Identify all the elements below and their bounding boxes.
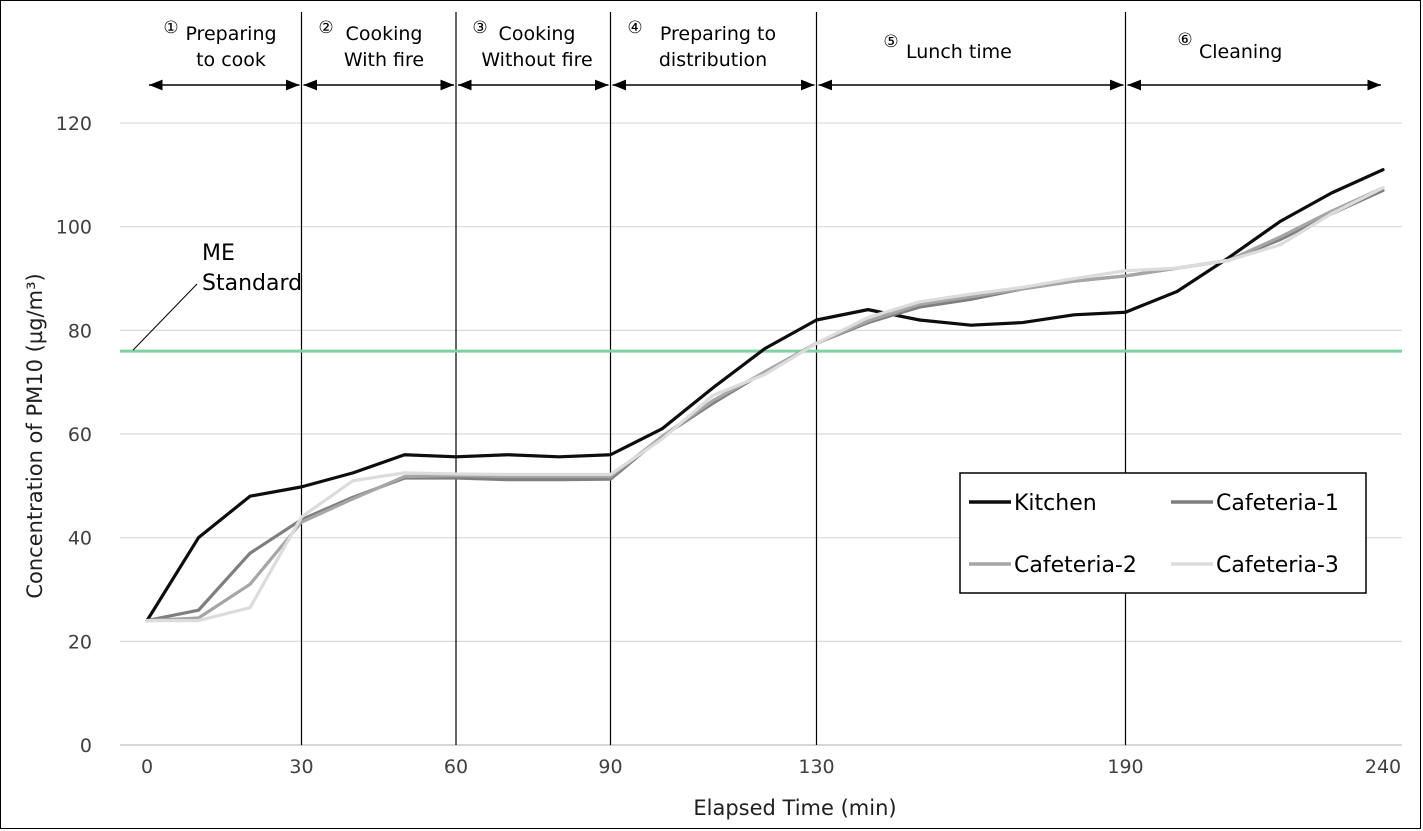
y-tick-label: 40: [68, 528, 92, 550]
phase-label-line2: distribution: [659, 49, 767, 71]
y-tick-label: 60: [68, 424, 92, 446]
phase-label-line1: Lunch time: [906, 41, 1012, 63]
data-series: [145, 168, 1385, 623]
legend-label: Cafeteria-3: [1216, 553, 1339, 578]
x-tick-label: 0: [141, 756, 153, 778]
legend: Kitchen Cafeteria-1 Cafeteria-2 Cafeteria-3: [959, 472, 1367, 594]
legend-box: [959, 472, 1367, 594]
y-tick-label: 100: [56, 217, 92, 239]
y-tick-label: 20: [68, 631, 92, 653]
phase-number: ⑤: [883, 32, 898, 52]
phase-label-line1: Cooking: [499, 23, 576, 45]
phase-label-line2: Without fire: [481, 49, 592, 71]
legend-label: Kitchen: [1014, 491, 1097, 516]
me-standard-leader-line: [132, 283, 198, 351]
y-tick-label: 0: [80, 735, 92, 757]
phase-label-line1: Cleaning: [1199, 41, 1282, 63]
phase-label-line2: With fire: [344, 49, 424, 71]
legend-label: Cafeteria-1: [1216, 491, 1339, 516]
legend-label: Cafeteria-2: [1014, 553, 1137, 578]
y-axis-title: Concentration of PM10 (µg/m³): [23, 273, 47, 598]
me-standard-label-line2: Standard: [202, 271, 302, 296]
phase-label-line1: Preparing: [185, 23, 276, 45]
series-line-kitchen: [145, 168, 1385, 623]
phase-number: ①: [163, 18, 178, 38]
phase-number: ⑥: [1177, 30, 1192, 50]
phase-label-line2: to cook: [196, 49, 266, 71]
y-tick-label: 80: [68, 320, 92, 342]
phase-number: ④: [627, 18, 642, 38]
phase-number: ③: [472, 18, 487, 38]
me-standard: ME Standard: [120, 241, 1402, 353]
phase-label-line1: Preparing to: [660, 23, 776, 45]
phase-annotations: ① Preparing to cook ② Cooking With fire ③ Cooki…: [149, 12, 1381, 745]
x-tick-label: 60: [444, 756, 468, 778]
y-tick-label: 120: [56, 113, 92, 135]
x-tick-label: 240: [1365, 756, 1401, 778]
me-standard-label-line1: ME: [202, 241, 235, 266]
gridlines: 0 20 40 60 80 100 120 0 30 60 90 130 190 240: [56, 113, 1402, 778]
x-tick-label: 130: [798, 756, 834, 778]
x-tick-label: 190: [1107, 756, 1143, 778]
x-axis-title: Elapsed Time (min): [693, 796, 896, 820]
series-line-cafeteria-3: [145, 186, 1385, 623]
phase-label-line1: Cooking: [346, 23, 423, 45]
axes: Elapsed Time (min) Concentration of PM10…: [23, 273, 897, 820]
x-tick-label: 30: [289, 756, 313, 778]
phase-number: ②: [318, 18, 333, 38]
x-tick-label: 90: [598, 756, 622, 778]
